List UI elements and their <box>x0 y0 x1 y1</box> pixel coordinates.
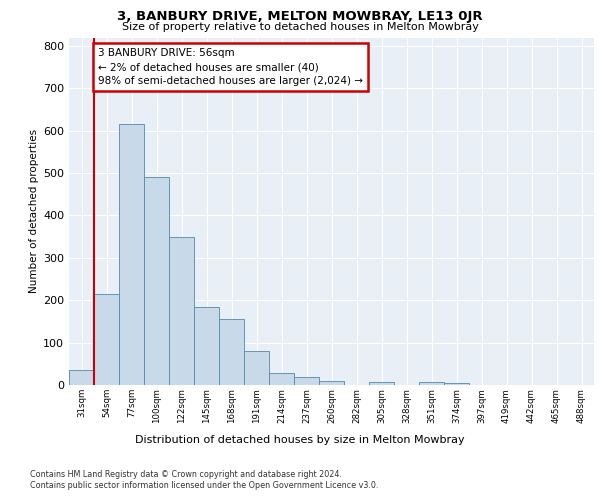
Bar <box>244 351 269 385</box>
Text: Contains public sector information licensed under the Open Government Licence v3: Contains public sector information licen… <box>30 481 379 490</box>
Y-axis label: Number of detached properties: Number of detached properties <box>29 129 39 294</box>
Bar <box>144 178 169 385</box>
Bar <box>294 376 319 385</box>
Bar <box>319 381 344 385</box>
Bar <box>69 370 94 385</box>
Bar <box>419 382 444 385</box>
Bar <box>119 124 144 385</box>
Text: Distribution of detached houses by size in Melton Mowbray: Distribution of detached houses by size … <box>135 435 465 445</box>
Text: 3 BANBURY DRIVE: 56sqm
← 2% of detached houses are smaller (40)
98% of semi-deta: 3 BANBURY DRIVE: 56sqm ← 2% of detached … <box>98 48 363 86</box>
Bar <box>219 320 244 385</box>
Bar <box>194 306 219 385</box>
Bar <box>444 383 469 385</box>
Bar <box>169 236 194 385</box>
Text: 3, BANBURY DRIVE, MELTON MOWBRAY, LE13 0JR: 3, BANBURY DRIVE, MELTON MOWBRAY, LE13 0… <box>117 10 483 23</box>
Text: Contains HM Land Registry data © Crown copyright and database right 2024.: Contains HM Land Registry data © Crown c… <box>30 470 342 479</box>
Text: Size of property relative to detached houses in Melton Mowbray: Size of property relative to detached ho… <box>122 22 478 32</box>
Bar <box>269 373 294 385</box>
Bar <box>94 294 119 385</box>
Bar <box>369 382 394 385</box>
